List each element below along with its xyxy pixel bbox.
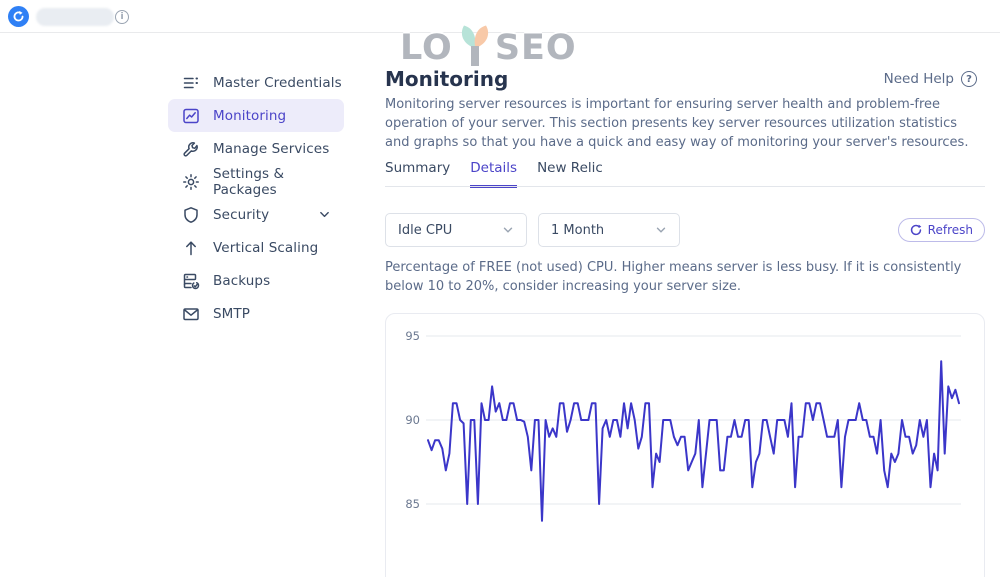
sidebar-item-label: Backups bbox=[213, 272, 271, 289]
chevron-down-icon bbox=[320, 211, 329, 218]
logo-text-left: LO bbox=[400, 28, 453, 68]
refresh-label: Refresh bbox=[927, 223, 973, 237]
svg-text:85: 85 bbox=[405, 497, 420, 511]
monitoring-description: Monitoring server resources is important… bbox=[385, 97, 969, 150]
chevron-down-icon bbox=[656, 227, 666, 233]
monitoring-tabs: Summary Details New Relic bbox=[385, 160, 603, 188]
cpu-chart-card: 95 90 85 bbox=[385, 313, 985, 577]
backup-server-icon bbox=[183, 273, 200, 289]
logo-text-right: SEO bbox=[494, 28, 577, 68]
sidebar-item-settings-packages[interactable]: Settings & Packages bbox=[168, 165, 344, 198]
sidebar-item-label: Manage Services bbox=[213, 140, 330, 157]
sidebar-item-manage-services[interactable]: Manage Services bbox=[168, 132, 344, 165]
arrow-up-icon bbox=[186, 240, 196, 255]
need-help-label: Need Help bbox=[883, 71, 954, 87]
tabs-divider bbox=[385, 186, 985, 187]
sidebar-item-label: Vertical Scaling bbox=[213, 239, 319, 256]
sync-logo-icon bbox=[8, 6, 29, 27]
question-circle-icon: ? bbox=[961, 71, 977, 87]
svg-text:90: 90 bbox=[405, 413, 420, 427]
refresh-icon bbox=[910, 224, 921, 236]
metric-note: Percentage of FREE (not used) CPU. Highe… bbox=[385, 260, 962, 294]
credentials-list-icon bbox=[183, 77, 198, 88]
refresh-button[interactable]: Refresh bbox=[897, 218, 985, 242]
metric-select[interactable]: Idle CPU bbox=[385, 213, 527, 247]
sidebar-item-label: SMTP bbox=[213, 305, 251, 322]
sidebar-item-label: Settings & Packages bbox=[213, 165, 285, 198]
page-title: Monitoring bbox=[385, 67, 509, 91]
sidebar-item-monitoring[interactable]: Monitoring bbox=[168, 99, 344, 132]
chevron-down-icon bbox=[503, 227, 513, 233]
metric-select-value: Idle CPU bbox=[398, 222, 453, 238]
need-help-link[interactable]: Need Help ? bbox=[884, 71, 977, 87]
tab-new-relic[interactable]: New Relic bbox=[537, 160, 603, 176]
sidebar-item-master-credentials[interactable]: Master Credentials bbox=[168, 66, 344, 99]
chart-line-icon bbox=[183, 108, 199, 123]
browser-topbar: i bbox=[0, 0, 1000, 33]
tab-summary[interactable]: Summary bbox=[385, 160, 451, 176]
blurred-tab-title bbox=[36, 8, 114, 26]
cpu-chart: 95 90 85 bbox=[405, 329, 961, 522]
shield-icon bbox=[184, 206, 198, 223]
time-range-select[interactable]: 1 Month bbox=[538, 213, 680, 247]
envelope-icon bbox=[183, 307, 199, 320]
tab-details[interactable]: Details bbox=[470, 160, 518, 188]
sidebar-item-label: Master Credentials bbox=[213, 74, 342, 91]
sidebar-item-vertical-scaling[interactable]: Vertical Scaling bbox=[168, 231, 344, 264]
svg-text:95: 95 bbox=[405, 329, 420, 343]
wrench-icon bbox=[183, 141, 198, 157]
sidebar-item-smtp[interactable]: SMTP bbox=[168, 297, 344, 330]
server-management-sidebar: Master Credentials Monitoring Manage Ser… bbox=[168, 66, 344, 330]
gear-icon bbox=[183, 173, 199, 190]
info-icon[interactable]: i bbox=[115, 10, 129, 24]
chart-filters: Idle CPU 1 Month Refresh bbox=[385, 213, 985, 247]
sidebar-item-label: Monitoring bbox=[213, 107, 287, 124]
sidebar-item-security[interactable]: Security bbox=[168, 198, 344, 231]
sidebar-item-backups[interactable]: Backups bbox=[168, 264, 344, 297]
sidebar-item-label: Security bbox=[213, 206, 270, 223]
time-range-select-value: 1 Month bbox=[551, 222, 605, 238]
